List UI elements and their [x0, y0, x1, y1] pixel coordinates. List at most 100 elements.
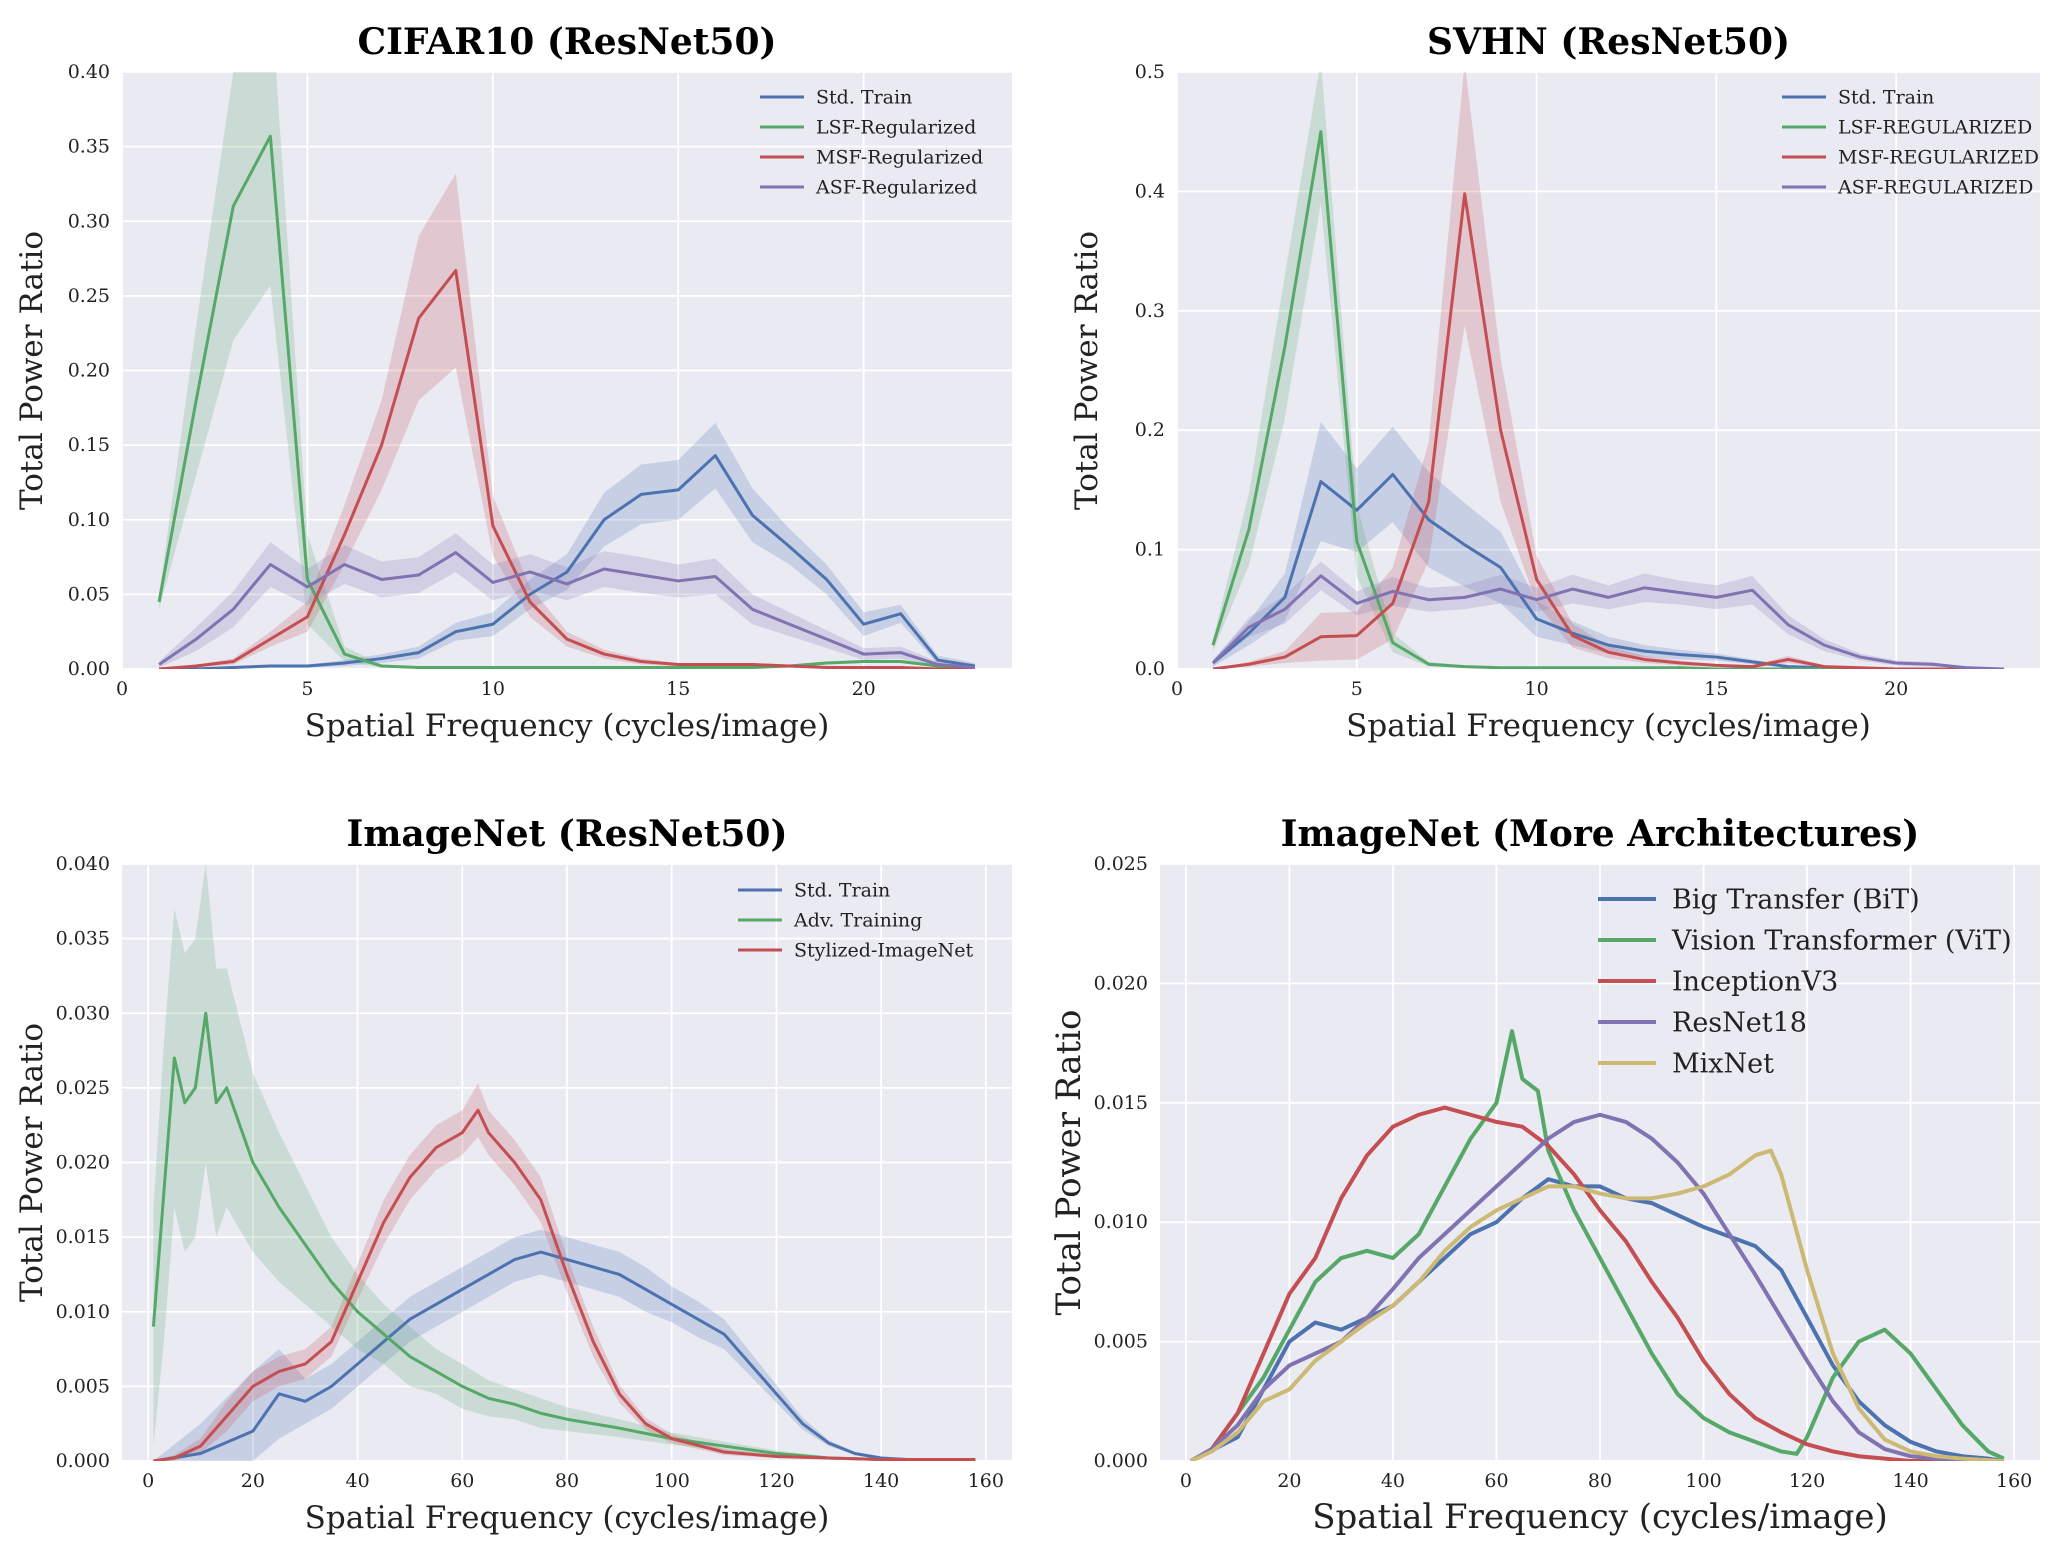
x-tick-label: 60 [1484, 1470, 1508, 1492]
legend-label-3: InceptionV3 [1672, 966, 1838, 997]
series-line-4 [158, 551, 976, 669]
y-tick-label: 0.000 [56, 1450, 110, 1472]
series-line-1 [153, 1250, 976, 1461]
y-tick-label: 0.25 [68, 285, 110, 307]
chart-title: ImageNet (ResNet50) [347, 813, 788, 855]
series-band-4 [1212, 561, 2005, 669]
x-tick-label: 140 [863, 1470, 899, 1492]
legend-label-1: Std. Train [816, 87, 912, 109]
x-tick-label: 20 [1884, 678, 1908, 700]
y-tick-label: 0.005 [56, 1375, 110, 1397]
x-tick-label: 20 [1277, 1470, 1301, 1492]
x-tick-label: 120 [1789, 1470, 1825, 1492]
y-tick-label: 0.35 [68, 136, 110, 158]
legend-label-3: MSF-REGULARIZED [1838, 147, 2039, 169]
x-tick-label: 120 [758, 1470, 794, 1492]
x-tick-label: 140 [1892, 1470, 1928, 1492]
series-line-1 [1212, 472, 2005, 669]
series-line-4 [1211, 574, 2005, 669]
x-tick-label: 100 [654, 1470, 690, 1492]
series-band-2 [153, 864, 976, 1460]
y-axis-label: Total Power Ratio [1049, 1009, 1089, 1315]
x-axis-label: Spatial Frequency (cycles/image) [1346, 708, 1871, 744]
series-band-4 [159, 533, 975, 669]
chart-panel-3: 0 20 40 60 80 100 120 140 160 0.000 0.005 0.010 0.01… [14, 813, 1012, 1536]
series-line-3 [153, 1108, 976, 1461]
y-tick-label: 0.10 [68, 509, 110, 531]
x-tick-label: 0 [1180, 1470, 1192, 1492]
y-axis-label: Total Power Ratio [14, 231, 50, 510]
y-tick-label: 0.2 [1135, 419, 1165, 441]
legend-label-2: LSF-Regularized [816, 117, 976, 139]
series-band-3 [153, 1083, 976, 1461]
x-tick-label: 10 [1524, 678, 1548, 700]
series-line-3 [1190, 1105, 2004, 1461]
series-line-2 [1211, 130, 2005, 669]
y-tick-label: 0.035 [56, 928, 110, 950]
y-tick-label: 0.010 [1094, 1211, 1148, 1233]
y-tick-label: 0.015 [56, 1226, 110, 1248]
x-tick-label: 80 [555, 1470, 579, 1492]
y-tick-label: 0.010 [56, 1301, 110, 1323]
legend-label-3: MSF-Regularized [816, 147, 983, 169]
y-tick-label: 0.0 [1135, 658, 1165, 680]
chart-panel-2: 0 5 10 15 20 0.0 0.1 0.2 0.3 0.4 0.5 SVHN (ResNet50… [1069, 21, 2040, 744]
legend-label-5: MixNet [1672, 1048, 1774, 1079]
legend-label-1: Std. Train [1838, 87, 1934, 109]
series-band-1 [1212, 421, 2005, 669]
y-tick-label: 0.20 [68, 360, 110, 382]
x-tick-label: 80 [1588, 1470, 1612, 1492]
series-line-5 [1190, 1148, 2004, 1461]
series-line-2 [157, 134, 975, 669]
legend-label-1: Big Transfer (BiT) [1672, 884, 1920, 915]
series-line-2 [1190, 1029, 2005, 1461]
x-tick-label: 160 [1996, 1470, 2032, 1492]
x-tick-label: 5 [301, 678, 313, 700]
legend: Std. Train LSF-REGULARIZED MSF-REGULARIZED… [1782, 87, 2039, 199]
legend-label-2: Vision Transformer (ViT) [1671, 925, 2012, 956]
legend-label-4: ResNet18 [1672, 1007, 1807, 1038]
legend-label-2: Adv. Training [793, 910, 922, 932]
series-line-4 [1190, 1112, 2004, 1461]
x-tick-label: 0 [1171, 678, 1183, 700]
x-tick-label: 40 [1381, 1470, 1405, 1492]
x-tick-label: 15 [1704, 678, 1728, 700]
y-tick-label: 0.030 [56, 1002, 110, 1024]
legend: Std. Train LSF-Regularized MSF-Regularized… [760, 87, 983, 199]
y-tick-label: 0.000 [1094, 1450, 1148, 1472]
y-tick-label: 0.020 [1094, 972, 1148, 994]
legend-label-4: ASF-REGULARIZED [1837, 177, 2033, 199]
series-band-3 [1212, 72, 2005, 669]
x-tick-label: 100 [1685, 1470, 1721, 1492]
y-axis-label: Total Power Ratio [14, 1023, 50, 1302]
chart-panel-1: 0 5 10 15 20 0.00 0.05 0.10 0.15 0.20 0.25 0.30 0.35… [14, 21, 1012, 744]
x-tick-label: 15 [666, 678, 690, 700]
y-tick-label: 0.15 [68, 434, 110, 456]
y-tick-label: 0.025 [56, 1077, 110, 1099]
x-tick-label: 40 [345, 1470, 369, 1492]
x-axis-label: Spatial Frequency (cycles/image) [305, 1500, 830, 1536]
y-axis-label: Total Power Ratio [1069, 231, 1105, 510]
y-tick-label: 0.4 [1135, 180, 1165, 202]
x-tick-label: 5 [1351, 678, 1363, 700]
legend: Std. Train Adv. Training Stylized-ImageNet [738, 880, 974, 962]
legend-label-4: ASF-Regularized [815, 177, 977, 199]
legend-label-3: Stylized-ImageNet [794, 940, 974, 962]
y-tick-label: 0.40 [68, 61, 110, 83]
y-tick-label: 0.30 [68, 210, 110, 232]
chart-panel-4: 0 20 40 60 80 100 120 140 160 0.000 0.005 0.010 0.01… [1049, 813, 2040, 1537]
y-tick-label: 0.1 [1135, 539, 1165, 561]
x-tick-label: 20 [241, 1470, 265, 1492]
y-tick-label: 0.040 [56, 853, 110, 875]
x-tick-label: 20 [852, 678, 876, 700]
y-tick-label: 0.015 [1094, 1092, 1148, 1114]
chart-title: CIFAR10 (ResNet50) [357, 21, 776, 63]
legend-label-1: Std. Train [794, 880, 890, 902]
x-tick-label: 0 [142, 1470, 154, 1492]
chart-title: SVHN (ResNet50) [1427, 21, 1790, 63]
legend-label-2: LSF-REGULARIZED [1838, 117, 2032, 139]
series-band-2 [159, 72, 975, 668]
series-line-1 [1190, 1177, 2005, 1461]
y-tick-label: 0.00 [68, 658, 110, 680]
